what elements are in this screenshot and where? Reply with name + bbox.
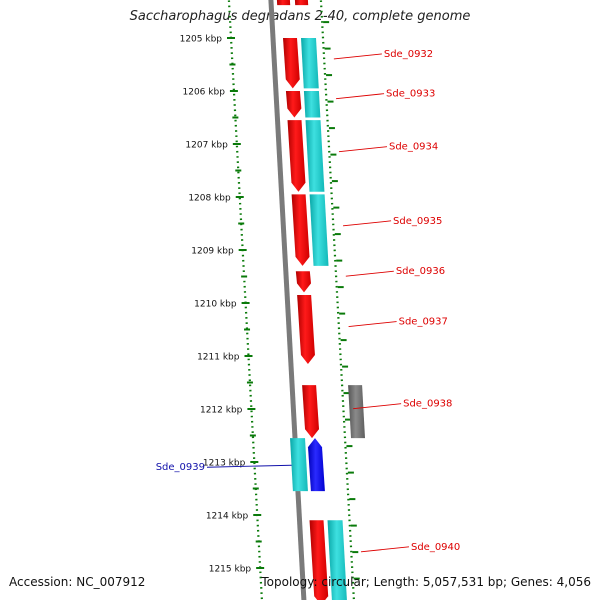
label-leader-line	[343, 220, 392, 227]
kbp-tick-label: 1205 kbp	[180, 35, 223, 45]
feature-sde-0935[interactable]	[309, 194, 329, 266]
topology-text: Topology: circular; Length: 5,057,531 bp…	[261, 575, 591, 589]
gene-label-sde-0935[interactable]: Sde_0935	[393, 216, 442, 227]
accession-text: Accession: NC_007912	[9, 575, 146, 589]
label-leader-line	[348, 321, 397, 327]
feature-sde-0940[interactable]	[327, 520, 348, 600]
cds-partial-top[interactable]	[276, 0, 291, 6]
gene-label-sde-0939[interactable]: Sde_0939	[156, 462, 205, 473]
kbp-tick-label: 1211 kbp	[197, 353, 240, 363]
gene-labels: Sde_0932 Sde_0933 Sde_0934 Sde_0935 Sde_0936…	[156, 49, 461, 553]
kbp-tick-label: 1206 kbp	[183, 88, 226, 98]
cds-sde-0933[interactable]	[285, 91, 302, 118]
feature-sde-0933[interactable]	[303, 91, 321, 118]
feature-sde-0934[interactable]	[305, 120, 325, 192]
map-title: Saccharophagus degradans 2-40, complete …	[129, 9, 471, 24]
gene-label-sde-0940[interactable]: Sde_0940	[411, 542, 460, 553]
cds-sde-0934[interactable]	[287, 120, 306, 192]
cds-sde-0936[interactable]	[295, 271, 311, 293]
cds-sde-0938[interactable]	[302, 385, 320, 439]
kbp-ruler: 1205 kbp 1206 kbp 1207 kbp 1208 kbp 1209 kbp…	[180, 0, 360, 600]
label-leader-line	[338, 146, 388, 153]
gene-label-sde-0933[interactable]: Sde_0933	[386, 89, 435, 100]
label-leader-line	[336, 93, 385, 100]
feature-track	[276, 0, 366, 600]
label-leader-line	[353, 403, 402, 410]
kbp-tick-label: 1207 kbp	[185, 141, 228, 151]
label-leader-line	[360, 546, 410, 553]
kbp-tick-label: 1210 kbp	[194, 300, 237, 310]
feature-gray-sde-0938[interactable]	[348, 385, 366, 439]
label-leader-line	[206, 464, 292, 468]
kbp-tick-label: 1208 kbp	[188, 194, 231, 204]
cds-sde-0940[interactable]	[309, 520, 329, 600]
cds-sde-0939[interactable]	[308, 438, 325, 492]
gene-label-sde-0936[interactable]: Sde_0936	[396, 266, 445, 277]
gene-label-sde-0934[interactable]: Sde_0934	[389, 142, 438, 153]
cds-sde-0932[interactable]	[283, 38, 300, 89]
feature-sde-0939[interactable]	[290, 438, 308, 492]
gene-label-sde-0932[interactable]: Sde_0932	[384, 49, 433, 60]
cds-sde-0937[interactable]	[297, 295, 315, 364]
ruler-dotted-line-right	[319, 0, 356, 600]
kbp-tick-label: 1212 kbp	[200, 406, 243, 416]
gene-label-sde-0937[interactable]: Sde_0937	[399, 317, 448, 328]
kbp-tick-label: 1213 kbp	[203, 459, 246, 469]
kbp-tick-label: 1209 kbp	[191, 247, 234, 257]
gene-label-sde-0938[interactable]: Sde_0938	[403, 399, 452, 410]
feature-sde-0932[interactable]	[301, 38, 319, 89]
genome-backbone	[268, 0, 307, 600]
cds-partial-top-2[interactable]	[294, 0, 309, 6]
label-leader-line	[333, 53, 382, 60]
backbone-line	[268, 0, 307, 600]
cds-sde-0935[interactable]	[291, 194, 310, 266]
kbp-tick-label: 1214 kbp	[206, 512, 249, 522]
kbp-tick-label: 1215 kbp	[209, 565, 252, 575]
label-leader-line	[345, 270, 394, 277]
